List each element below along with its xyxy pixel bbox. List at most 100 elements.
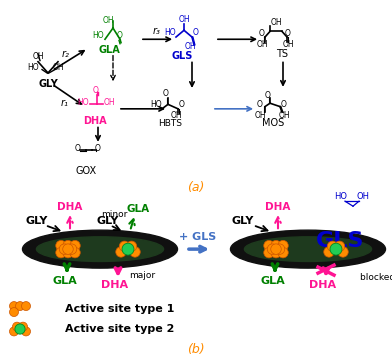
Circle shape: [15, 324, 25, 334]
Circle shape: [56, 240, 66, 251]
Text: GLA: GLA: [98, 45, 120, 55]
Text: OH: OH: [52, 63, 64, 72]
Ellipse shape: [22, 230, 178, 268]
Text: HO: HO: [164, 28, 176, 37]
Circle shape: [264, 240, 274, 251]
Text: GLA: GLA: [261, 276, 285, 286]
Text: O: O: [281, 100, 287, 109]
Text: GLA: GLA: [53, 276, 77, 286]
Circle shape: [122, 243, 134, 255]
Text: OH: OH: [254, 111, 266, 120]
Circle shape: [13, 322, 22, 331]
Text: O: O: [117, 31, 123, 40]
Text: GOX: GOX: [75, 166, 96, 176]
Circle shape: [66, 244, 77, 255]
Text: O: O: [179, 100, 185, 109]
Text: + GLS: + GLS: [180, 232, 217, 242]
Text: DHA: DHA: [57, 202, 83, 212]
Circle shape: [9, 327, 18, 336]
Text: OH: OH: [32, 52, 44, 61]
Circle shape: [116, 247, 126, 257]
Text: OH: OH: [278, 111, 290, 120]
Circle shape: [278, 247, 288, 258]
Text: HO: HO: [334, 192, 347, 201]
Text: GLY: GLY: [97, 216, 119, 226]
Text: O: O: [259, 29, 265, 38]
Text: O: O: [163, 89, 169, 97]
Circle shape: [119, 241, 130, 252]
Circle shape: [70, 247, 80, 258]
Text: TS: TS: [276, 49, 288, 59]
Circle shape: [16, 302, 24, 311]
Text: OH: OH: [256, 40, 268, 49]
Circle shape: [126, 241, 137, 252]
Text: OH: OH: [170, 111, 182, 120]
Text: O: O: [75, 144, 81, 152]
Circle shape: [63, 244, 73, 255]
Text: DHA: DHA: [83, 116, 107, 126]
Text: r₁: r₁: [61, 98, 69, 108]
Text: OH: OH: [102, 16, 114, 25]
Circle shape: [56, 247, 66, 258]
Text: (b): (b): [187, 342, 205, 356]
Text: O: O: [93, 86, 99, 95]
Circle shape: [9, 302, 18, 311]
Circle shape: [264, 247, 274, 258]
Text: GLA: GLA: [127, 204, 150, 214]
Text: HO: HO: [27, 63, 39, 72]
Circle shape: [334, 241, 345, 252]
Text: HO: HO: [77, 97, 89, 107]
Text: O: O: [265, 91, 271, 100]
Text: GLY: GLY: [38, 79, 58, 89]
Circle shape: [18, 322, 27, 331]
Circle shape: [271, 244, 281, 255]
Text: OH: OH: [282, 40, 294, 49]
Text: DHA: DHA: [265, 202, 291, 212]
Text: GLY: GLY: [26, 216, 48, 226]
Circle shape: [130, 247, 140, 257]
Text: Active site type 1: Active site type 1: [65, 304, 174, 314]
Circle shape: [9, 308, 18, 317]
Circle shape: [63, 240, 73, 251]
Ellipse shape: [230, 230, 385, 268]
Ellipse shape: [245, 237, 372, 261]
Text: OH: OH: [356, 192, 370, 201]
Circle shape: [274, 244, 285, 255]
Text: MOS: MOS: [262, 119, 284, 129]
Circle shape: [327, 241, 338, 252]
Circle shape: [271, 240, 281, 251]
Text: r₂: r₂: [62, 49, 70, 59]
Text: HO: HO: [92, 31, 104, 40]
Circle shape: [59, 244, 70, 255]
Text: O: O: [257, 100, 263, 109]
Text: HO: HO: [150, 100, 162, 109]
Circle shape: [324, 247, 334, 257]
Text: OH: OH: [178, 15, 190, 24]
Text: (a): (a): [187, 181, 205, 194]
Circle shape: [330, 243, 342, 255]
Circle shape: [338, 247, 348, 257]
Circle shape: [70, 240, 80, 251]
Text: HBTS: HBTS: [158, 119, 182, 128]
Circle shape: [278, 240, 288, 251]
Text: Active site type 2: Active site type 2: [65, 324, 174, 334]
Text: OH: OH: [270, 18, 282, 27]
Circle shape: [271, 247, 281, 258]
Text: major: major: [129, 271, 155, 280]
Text: O: O: [285, 29, 291, 38]
Text: OH: OH: [184, 41, 196, 50]
Text: GLY: GLY: [232, 216, 254, 226]
Text: minor: minor: [101, 210, 127, 219]
Circle shape: [63, 247, 73, 258]
Circle shape: [22, 302, 31, 311]
Circle shape: [267, 244, 278, 255]
Text: DHA: DHA: [309, 280, 337, 290]
Text: O: O: [193, 28, 199, 37]
Text: DHA: DHA: [102, 280, 129, 290]
Text: GLS: GLS: [171, 51, 193, 61]
Circle shape: [22, 327, 31, 336]
Text: r₃: r₃: [153, 26, 161, 36]
Text: O: O: [95, 144, 101, 152]
Text: OH: OH: [103, 97, 115, 107]
Text: blocked path: blocked path: [360, 273, 392, 282]
